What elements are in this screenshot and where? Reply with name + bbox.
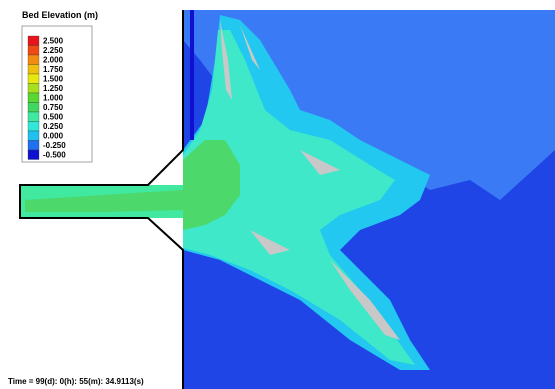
legend-swatch <box>28 131 39 141</box>
legend-label: 1.250 <box>43 84 64 93</box>
legend-swatch <box>28 74 39 84</box>
legend-label: 0.250 <box>43 122 64 131</box>
legend-swatch <box>28 141 39 151</box>
legend-swatch <box>28 112 39 122</box>
legend-swatch <box>28 84 39 94</box>
legend-label: 0.750 <box>43 103 64 112</box>
legend-swatch <box>28 65 39 75</box>
legend-label: 0.000 <box>43 132 64 141</box>
time-label: Time = 99(d): 0(h): 55(m): 34.9113(s) <box>8 377 144 386</box>
legend-swatch <box>28 103 39 113</box>
legend-label: 1.500 <box>43 75 64 84</box>
screen: Bed Elevation (m) 2.5002.2502.0001.7501.… <box>0 0 555 389</box>
legend-swatch <box>28 36 39 46</box>
legend-swatch <box>28 55 39 65</box>
legend-items: 2.5002.2502.0001.7501.5001.2501.0000.750… <box>28 36 66 160</box>
legend-label: 1.000 <box>43 94 64 103</box>
legend-label: 2.000 <box>43 56 64 65</box>
legend-label: 1.750 <box>43 65 64 74</box>
legend-label: -0.250 <box>43 141 66 150</box>
legend: Bed Elevation (m) 2.5002.2502.0001.7501.… <box>22 10 98 162</box>
legend-swatch <box>28 150 39 160</box>
legend-title: Bed Elevation (m) <box>22 10 98 20</box>
legend-swatch <box>28 93 39 103</box>
legend-swatch <box>28 122 39 132</box>
legend-label: 2.500 <box>43 37 64 46</box>
legend-label: 0.500 <box>43 113 64 122</box>
legend-label: -0.500 <box>43 151 66 160</box>
legend-swatch <box>28 46 39 56</box>
legend-label: 2.250 <box>43 46 64 55</box>
